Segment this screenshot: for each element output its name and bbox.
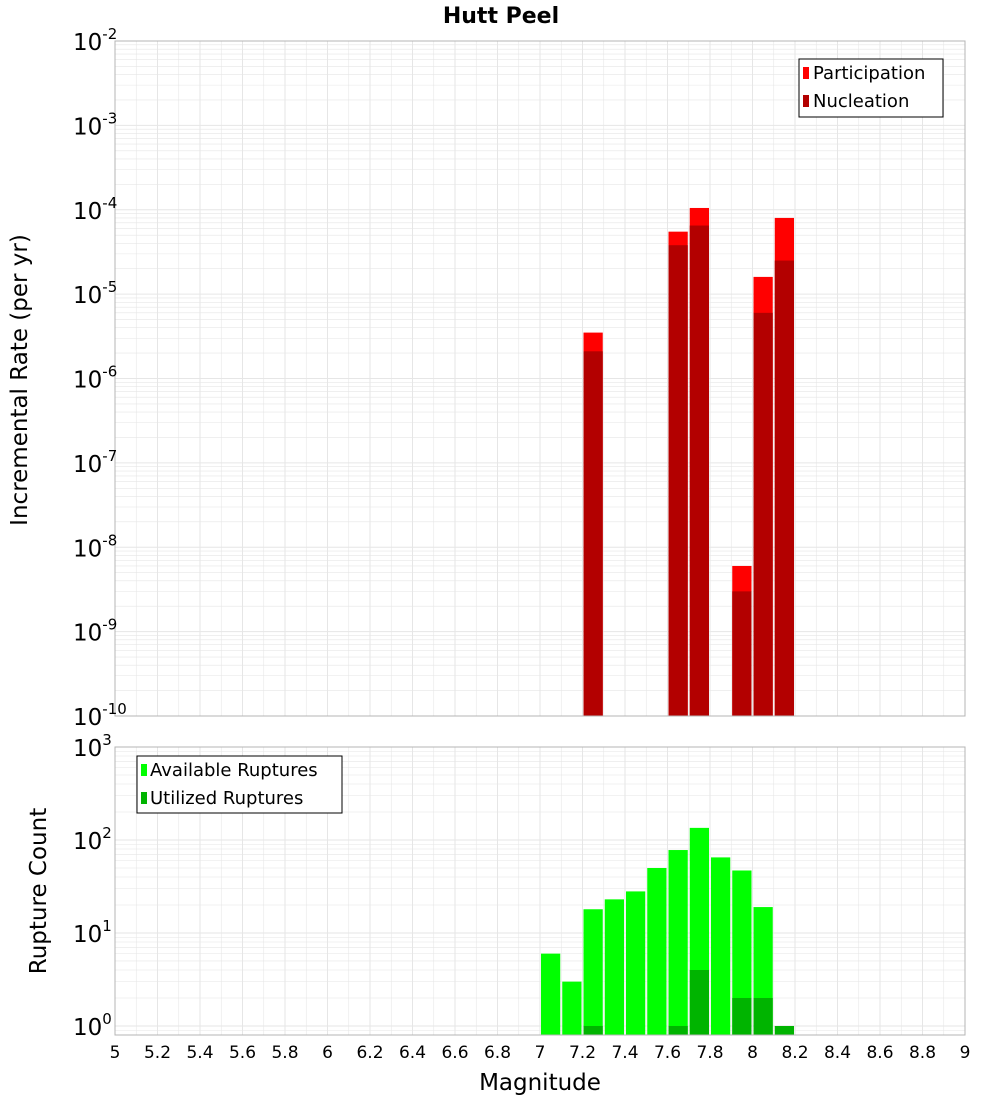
chart-title: Hutt Peel [443, 4, 559, 29]
bottom-legend-box [136, 755, 343, 814]
top-y-tick-label: 10-5 [73, 278, 117, 309]
x-tick-label: 8.6 [866, 1043, 893, 1063]
x-tick-label: 7.6 [654, 1043, 681, 1063]
top-y-tick-label: 10-7 [73, 447, 117, 478]
x-tick-label: 8 [747, 1043, 758, 1063]
bottom-y-axis-label: Rupture Count [26, 808, 52, 974]
bottom-y-tick-exponent: 1 [102, 917, 112, 935]
bottom-bar-available-ruptures [668, 850, 688, 1035]
nucleation-legend-label: Nucleation [813, 91, 909, 112]
x-tick-label: 7.4 [611, 1043, 638, 1063]
participation-legend-label: Participation [813, 63, 925, 84]
x-tick-label: 8.2 [781, 1043, 808, 1063]
x-tick-label: 7.2 [569, 1043, 596, 1063]
top-y-tick-exponent: -6 [102, 363, 117, 381]
top-grid [114, 40, 966, 717]
bottom-y-tick-label: 100 [73, 1010, 112, 1041]
top-y-tick-exponent: -4 [102, 194, 117, 212]
bottom-y-tick-label: 103 [73, 731, 112, 762]
bottom-bar-utilized-ruptures [774, 1025, 794, 1035]
top-bar-nucleation [732, 591, 752, 716]
bottom-bar-available-ruptures [647, 867, 667, 1035]
bottom-y-tick-exponent: 3 [102, 731, 112, 749]
bottom-y-tick-exponent: 0 [102, 1010, 112, 1028]
x-tick-label: 8.8 [909, 1043, 936, 1063]
bottom-bar-available-ruptures [562, 981, 582, 1035]
top-y-tick-label: 10-8 [73, 531, 117, 562]
utilized-legend-label: Utilized Ruptures [150, 788, 303, 809]
x-tick-label: 5.6 [229, 1043, 256, 1063]
available-swatch [141, 764, 147, 776]
top-y-tick-exponent: -9 [102, 616, 117, 634]
x-tick-label: 6.4 [399, 1043, 426, 1063]
bottom-bar-available-ruptures [583, 909, 603, 1035]
top-y-axis-label: Incremental Rate (per yr) [7, 234, 33, 526]
available-legend-label: Available Ruptures [150, 760, 318, 781]
bottom-bar-utilized-ruptures [583, 1025, 603, 1035]
nucleation-swatch [803, 95, 809, 107]
top-y-tick-label: 10-4 [73, 194, 117, 225]
top-plot-frame [114, 40, 966, 717]
bottom-bar-utilized-ruptures [689, 969, 709, 1035]
bottom-legend: Available Ruptures Utilized Ruptures [136, 755, 343, 814]
bottom-bar-utilized-ruptures [753, 997, 773, 1035]
top-y-tick-exponent: -5 [102, 278, 117, 296]
x-tick-label: 6.8 [484, 1043, 511, 1063]
top-y-tick-label: 10-2 [73, 25, 117, 56]
top-y-ticks: 10-2 10-3 10-4 10-5 10-6 10-7 10-8 10-9 10-10 [73, 25, 127, 731]
top-y-tick-label: 10-3 [73, 109, 117, 140]
x-tick-label: 6.2 [356, 1043, 383, 1063]
x-tick-label: 6 [322, 1043, 333, 1063]
x-tick-label: 7 [535, 1043, 546, 1063]
top-legend-box [798, 58, 944, 118]
x-tick-label: 5.8 [271, 1043, 298, 1063]
top-y-tick-exponent: -7 [102, 447, 117, 465]
x-tick-label: 5 [110, 1043, 121, 1063]
bottom-bar-available-ruptures [604, 899, 624, 1035]
top-y-tick-label: 10-10 [73, 700, 127, 731]
bottom-y-tick-label: 101 [73, 917, 112, 948]
bottom-y-tick-exponent: 2 [102, 824, 112, 842]
top-bar-nucleation [583, 351, 603, 716]
bottom-bar-available-ruptures [711, 857, 731, 1035]
top-bar-nucleation [689, 225, 709, 716]
x-tick-label: 5.4 [186, 1043, 213, 1063]
top-y-tick-exponent: -10 [102, 700, 127, 718]
top-y-tick-label: 10-6 [73, 363, 117, 394]
top-y-tick-exponent: -8 [102, 531, 117, 549]
x-tick-label: 9 [960, 1043, 971, 1063]
x-tick-label: 5.2 [144, 1043, 171, 1063]
top-bar-nucleation [774, 260, 794, 716]
bottom-bar-utilized-ruptures [732, 997, 752, 1035]
bottom-y-tick-label: 102 [73, 824, 112, 855]
top-bar-nucleation [668, 245, 688, 717]
x-tick-label: 6.6 [441, 1043, 468, 1063]
top-legend: Participation Nucleation [798, 58, 944, 118]
x-ticks: 5 5.2 5.4 5.6 5.8 6 6.2 6.4 6.6 6.8 7 7.2 7.4 7.6 7.8 8… [110, 1043, 971, 1063]
bottom-bars [541, 827, 794, 1035]
bottom-plot-frame [114, 746, 966, 1036]
top-plot: 10-2 10-3 10-4 10-5 10-6 10-7 10-8 10-9 10-10 In… [7, 25, 966, 731]
bottom-bar-available-ruptures [626, 891, 646, 1035]
x-axis-label: Magnitude [479, 1070, 601, 1096]
bottom-bar-utilized-ruptures [668, 1025, 688, 1035]
top-y-tick-label: 10-9 [73, 616, 117, 647]
top-y-tick-exponent: -3 [102, 109, 117, 127]
participation-swatch [803, 67, 809, 79]
top-bar-nucleation [753, 312, 773, 716]
top-bars [583, 207, 794, 717]
x-tick-label: 7.8 [696, 1043, 723, 1063]
top-y-tick-exponent: -2 [102, 25, 117, 43]
x-tick-label: 8.4 [824, 1043, 851, 1063]
bottom-bar-available-ruptures [732, 870, 752, 1035]
bottom-bar-available-ruptures [541, 953, 561, 1035]
utilized-swatch [141, 792, 147, 804]
